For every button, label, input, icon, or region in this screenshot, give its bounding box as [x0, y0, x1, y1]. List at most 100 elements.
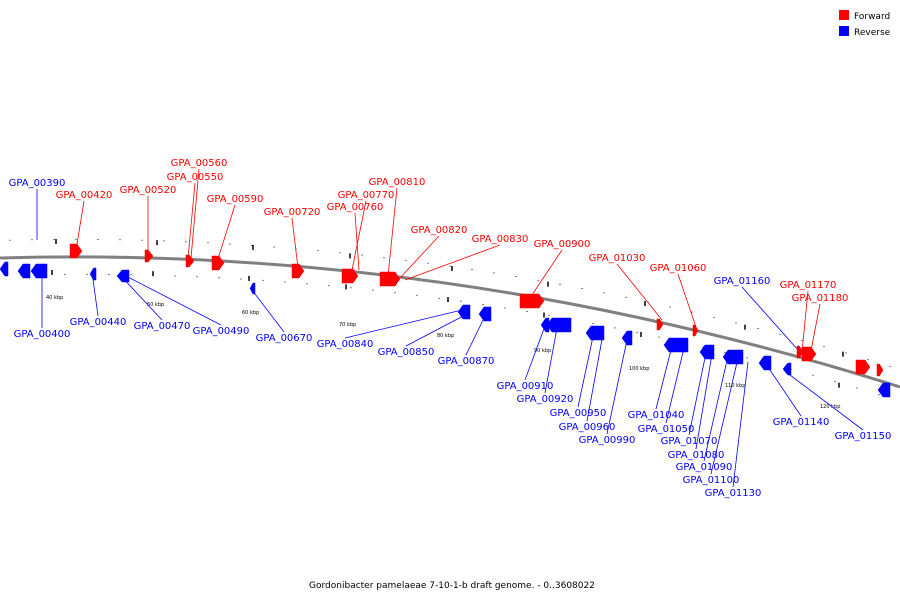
leader-line-gpa-01170	[801, 290, 809, 353]
gene-label-gpa-00440[interactable]: GPA_00440	[70, 317, 127, 328]
scale-label-100-kbp: 100 kbp	[629, 366, 649, 372]
forward-gene-arrow	[291, 263, 305, 279]
gene-label-gpa-00810[interactable]: GPA_00810	[369, 177, 426, 188]
leader-line-gpa-00990	[606, 339, 628, 435]
reverse-gene-arrow	[722, 349, 744, 365]
reverse-gene-arrow	[457, 304, 471, 320]
gene-label-gpa-00840[interactable]: GPA_00840	[317, 339, 374, 350]
scale-label-120-kbp: 120 kbp	[820, 404, 840, 410]
gene-label-gpa-00670[interactable]: GPA_00670	[256, 333, 313, 344]
forward-gene-arrow	[692, 324, 699, 337]
gene-label-gpa-00770[interactable]: GPA_00770	[338, 190, 395, 201]
legend-forward-label: Forward	[854, 12, 890, 22]
leader-line-gpa-00490	[125, 275, 222, 326]
reverse-gene-arrow	[782, 362, 792, 376]
gene-label-gpa-00560[interactable]: GPA_00560	[171, 158, 228, 169]
gene-label-gpa-01030[interactable]: GPA_01030	[589, 253, 646, 264]
leader-line-gpa-00550	[187, 182, 196, 259]
leader-line-gpa-01160	[741, 286, 799, 351]
scale-label-40-kbp: 40 kbp	[46, 295, 63, 301]
leader-line-gpa-00560	[190, 168, 200, 259]
gene-label-gpa-01070[interactable]: GPA_01070	[661, 436, 718, 447]
leader-line-gpa-00770	[351, 200, 367, 271]
reverse-gene-arrow	[17, 263, 31, 279]
forward-gene-arrow	[211, 255, 225, 271]
tick-marks	[9, 238, 891, 396]
gene-label-gpa-00870[interactable]: GPA_00870	[438, 356, 495, 367]
gene-label-gpa-01060[interactable]: GPA_01060	[650, 263, 707, 274]
reverse-gene-arrow	[758, 355, 772, 371]
gene-label-gpa-00960[interactable]: GPA_00960	[559, 422, 616, 433]
gene-label-gpa-00420[interactable]: GPA_00420	[56, 190, 113, 201]
leader-line-gpa-01150	[785, 371, 864, 431]
legend: Forward Reverse	[839, 10, 891, 38]
leader-line-gpa-00470	[119, 274, 163, 321]
leader-line-gpa-01140	[769, 369, 802, 417]
reverse-gene-arrow	[663, 337, 689, 353]
gene-label-gpa-00920[interactable]: GPA_00920	[517, 394, 574, 405]
leader-line-gpa-01070	[688, 352, 707, 436]
genome-caption: Gordonibacter pamelaeae 7-10-1-b draft g…	[309, 581, 595, 591]
leader-line-gpa-01030	[616, 263, 663, 321]
gene-label-gpa-00990[interactable]: GPA_00990	[579, 435, 636, 446]
gene-label-gpa-01100[interactable]: GPA_01100	[683, 475, 740, 486]
leader-line-gpa-01180	[809, 303, 821, 357]
leader-line-gpa-00910	[524, 325, 546, 381]
leader-line-gpa-00420	[76, 200, 85, 245]
gene-label-gpa-01180[interactable]: GPA_01180	[792, 293, 849, 304]
gene-label-gpa-01080[interactable]: GPA_01080	[668, 450, 725, 461]
gene-label-gpa-00550[interactable]: GPA_00550	[167, 172, 224, 183]
gene-label-gpa-00520[interactable]: GPA_00520	[120, 185, 177, 196]
gene-label-gpa-00400[interactable]: GPA_00400	[14, 329, 71, 340]
leader-line-gpa-01040	[655, 345, 673, 410]
forward-gene-arrow	[341, 268, 359, 284]
forward-gene-arrow	[801, 346, 817, 362]
forward-gene-arrow	[69, 243, 83, 259]
gene-label-gpa-00490[interactable]: GPA_00490	[193, 326, 250, 337]
leader-line-gpa-00830	[404, 244, 501, 281]
gene-label-gpa-01090[interactable]: GPA_01090	[676, 462, 733, 473]
gene-label-gpa-00590[interactable]: GPA_00590	[207, 194, 264, 205]
gene-label-gpa-00910[interactable]: GPA_00910	[497, 381, 554, 392]
forward-gene-arrow	[379, 271, 401, 287]
leader-line-gpa-00590	[216, 204, 236, 263]
gene-label-gpa-00820[interactable]: GPA_00820	[411, 225, 468, 236]
gene-label-gpa-00830[interactable]: GPA_00830	[472, 234, 529, 245]
gene-label-gpa-00900[interactable]: GPA_00900	[534, 239, 591, 250]
leader-line-gpa-01050	[665, 347, 685, 424]
leader-line-gpa-00900	[531, 249, 563, 296]
genome-backbone	[0, 255, 900, 389]
gene-label-gpa-01050[interactable]: GPA_01050	[638, 424, 695, 435]
gene-label-gpa-00390[interactable]: GPA_00390	[9, 178, 66, 189]
forward-gene-arrow	[876, 363, 884, 377]
gene-label-gpa-00950[interactable]: GPA_00950	[550, 408, 607, 419]
reverse-gene-arrow	[116, 269, 130, 283]
leader-line-gpa-00850	[405, 313, 468, 347]
scale-label-110-kbp: 110 kbp	[725, 383, 745, 389]
reverse-gene-arrow	[0, 261, 9, 277]
reverse-gene-arrow	[621, 330, 633, 346]
gene-label-gpa-01040[interactable]: GPA_01040	[628, 410, 685, 421]
forward-gene-arrow	[519, 293, 545, 309]
reverse-gene-arrow	[478, 306, 492, 322]
reverse-gene-arrow	[540, 317, 550, 333]
leader-line-gpa-00950	[577, 331, 595, 408]
gene-label-gpa-00720[interactable]: GPA_00720	[264, 207, 321, 218]
scale-label-50-kbp: 50 kbp	[147, 302, 164, 308]
reverse-gene-arrow	[30, 263, 48, 279]
gene-label-gpa-01170[interactable]: GPA_01170	[780, 280, 837, 291]
reverse-gene-arrow	[877, 382, 891, 398]
legend-forward-swatch	[839, 10, 849, 20]
gene-label-gpa-00470[interactable]: GPA_00470	[134, 321, 191, 332]
gene-label-gpa-01140[interactable]: GPA_01140	[773, 417, 830, 428]
legend-reverse-label: Reverse	[854, 28, 891, 38]
reverse-gene-arrow	[249, 282, 256, 295]
forward-gene-arrow	[185, 254, 195, 268]
gene-label-gpa-00850[interactable]: GPA_00850	[378, 347, 435, 358]
gene-label-gpa-00760[interactable]: GPA_00760	[327, 202, 384, 213]
gene-label-gpa-01130[interactable]: GPA_01130	[705, 488, 762, 499]
gene-arrows	[0, 243, 891, 398]
gene-label-gpa-01160[interactable]: GPA_01160	[714, 276, 771, 287]
gene-label-gpa-01150[interactable]: GPA_01150	[835, 431, 892, 442]
